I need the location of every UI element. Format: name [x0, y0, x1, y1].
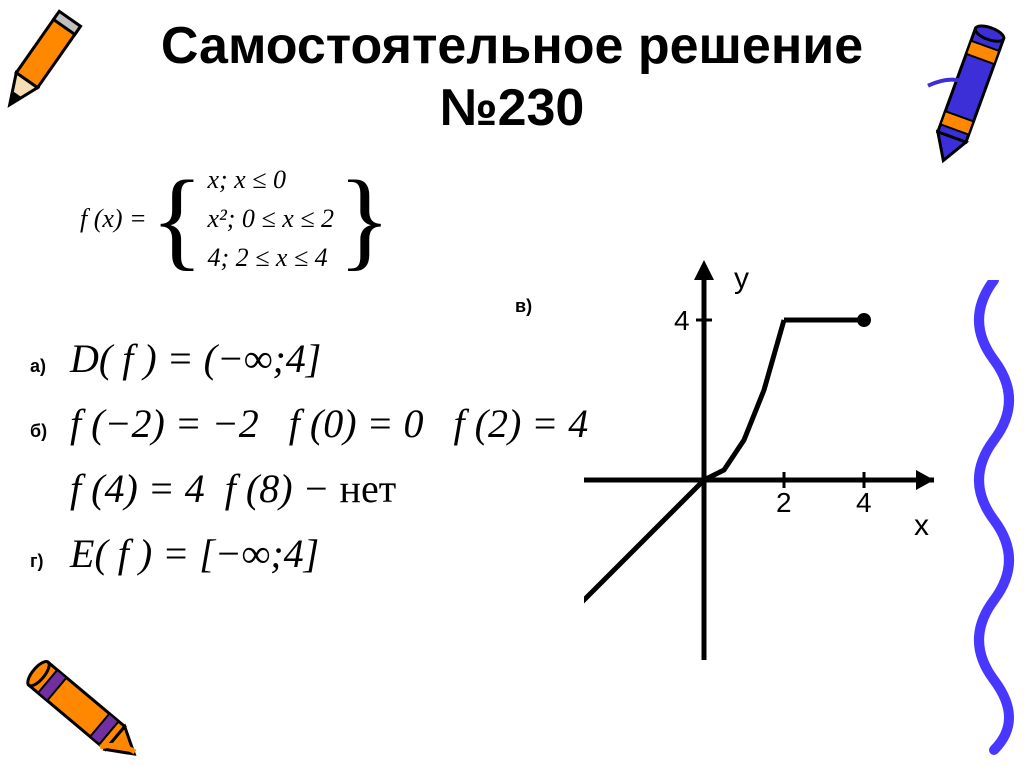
answer-a-row: а) D( f ) = (−∞;4] [30, 335, 588, 382]
right-brace: } [338, 175, 391, 263]
answer-a-math: D( f ) = (−∞;4] [70, 335, 321, 382]
piecewise-definition: f (x) = { x; x ≤ 0 x²; 0 ≤ x ≤ 2 4; 2 ≤ … [80, 160, 395, 277]
crayon-top-right-icon [919, 5, 1019, 175]
answer-g-label: г) [30, 551, 70, 572]
answer-b-label: б) [30, 421, 70, 442]
pencil-icon [0, 5, 85, 125]
slide-title: Самостоятельное решение №230 [0, 0, 1024, 140]
title-line-1: Самостоятельное решение [161, 17, 863, 75]
answer-v-label: в) [515, 296, 532, 317]
answer-g-math: E( f ) = [−∞;4] [70, 530, 319, 577]
left-brace: { [151, 175, 204, 263]
answer-b-math1: f (−2) = −2 f (0) = 0 f (2) = 4 [70, 400, 588, 447]
svg-text:4: 4 [674, 305, 690, 336]
svg-text:х: х [914, 509, 929, 542]
answer-b-math2: f (4) = 4 f (8) − нет [70, 465, 396, 512]
case-1: x; x ≤ 0 [207, 160, 334, 199]
piecewise-lhs: f (x) = [80, 204, 147, 234]
answers-block: а) D( f ) = (−∞;4] б) f (−2) = −2 f (0) … [30, 335, 588, 595]
squiggle-right-icon [954, 280, 1024, 760]
graph-svg: 2 4 4 у х [584, 260, 964, 700]
answer-g-row: г) E( f ) = [−∞;4] [30, 530, 588, 577]
case-2: x²; 0 ≤ x ≤ 2 [207, 199, 334, 238]
crayon-bottom-left-icon [5, 642, 155, 762]
svg-text:4: 4 [856, 487, 872, 518]
title-line-2: №230 [440, 79, 585, 137]
svg-text:2: 2 [776, 487, 792, 518]
answer-a-label: а) [30, 356, 70, 377]
function-graph: 2 4 4 у х [584, 260, 964, 705]
piecewise-cases: x; x ≤ 0 x²; 0 ≤ x ≤ 2 4; 2 ≤ x ≤ 4 [207, 160, 334, 277]
case-3: 4; 2 ≤ x ≤ 4 [207, 238, 334, 277]
answer-b-row2: f (4) = 4 f (8) − нет [70, 465, 588, 512]
answer-b-row1: б) f (−2) = −2 f (0) = 0 f (2) = 4 [30, 400, 588, 447]
svg-text:у: у [734, 262, 749, 295]
